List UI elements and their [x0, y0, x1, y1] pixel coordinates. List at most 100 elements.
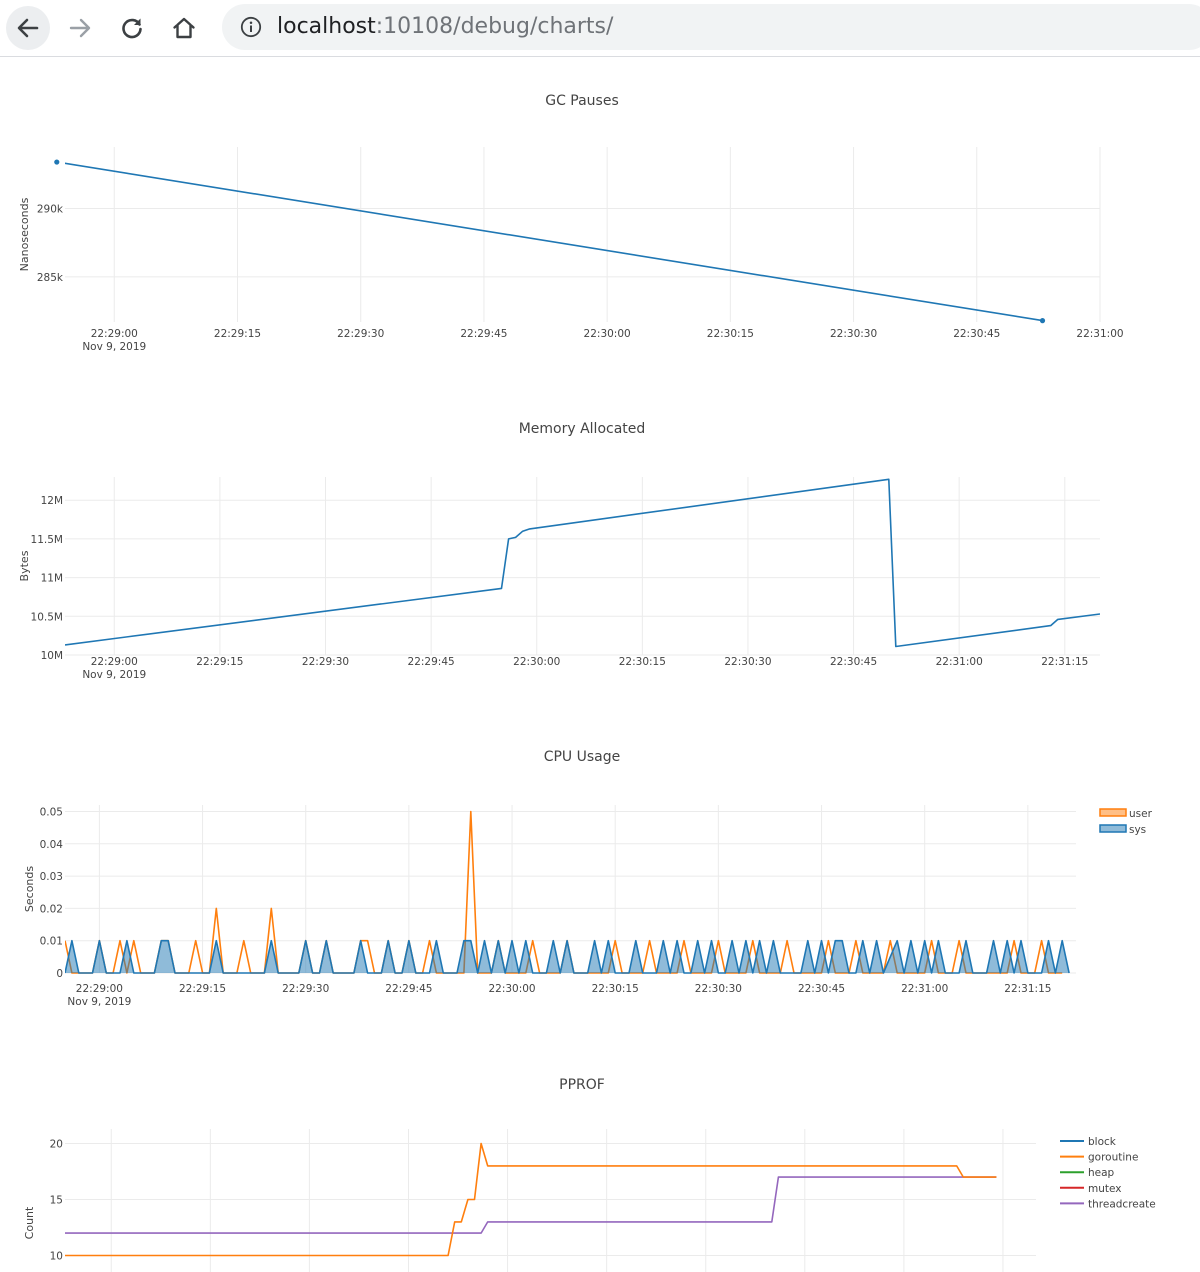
legend-label: sys: [1129, 824, 1146, 836]
x-tick-label: 22:31:00: [901, 983, 948, 995]
y-axis-title: Nanoseconds: [18, 197, 31, 271]
series-group: [65, 478, 1100, 648]
y-tick-label: 0.03: [40, 871, 63, 883]
legend-label: block: [1088, 1136, 1117, 1148]
x-tick-label: 22:31:15: [1041, 656, 1088, 668]
data-point: [1039, 318, 1046, 324]
charts-canvas: GC Pauses 22:29:00 22:29:15 22:29:30 22:29:4…: [18, 93, 1156, 1272]
chart-title: CPU Usage: [544, 749, 621, 765]
legend-item-mutex[interactable]: mutex: [1060, 1183, 1122, 1195]
y-tick-label: 0: [56, 968, 63, 980]
y-tick-label: 290k: [37, 204, 64, 216]
address-bar[interactable]: localhost:10108/debug/charts/: [222, 4, 1200, 50]
x-tick-label: 22:30:00: [584, 328, 631, 340]
y-tick-label: 12M: [41, 495, 63, 507]
legend-item-sys[interactable]: sys: [1099, 824, 1146, 836]
x-date-label: Nov 9, 2019: [67, 996, 131, 1008]
x-tick-label: 22:31:00: [936, 656, 983, 668]
legend-swatch: [1099, 808, 1127, 817]
x-tick-label: 22:29:00: [76, 983, 123, 995]
x-tick-label: 22:29:30: [302, 656, 349, 668]
x-tick-label: 22:30:00: [488, 983, 535, 995]
x-tick-label: 22:29:15: [179, 983, 226, 995]
reload-icon: [122, 18, 142, 39]
x-tick-label: 22:29:15: [196, 656, 243, 668]
y-tick-label: 11M: [41, 573, 63, 585]
y-axis-title: Bytes: [18, 550, 31, 581]
x-tick-label: 22:30:30: [724, 656, 771, 668]
x-tick-label: 22:31:00: [1076, 328, 1123, 340]
x-tick-label: 22:29:45: [460, 328, 507, 340]
legend-item-block[interactable]: block: [1060, 1136, 1117, 1148]
legend-item-heap[interactable]: heap: [1060, 1167, 1115, 1179]
y-tick-label: 10: [50, 1250, 63, 1262]
arrow-left-icon: [17, 18, 39, 38]
legend-item-goroutine[interactable]: goroutine: [1060, 1152, 1138, 1164]
y-tick-label: 0.04: [40, 839, 64, 851]
x-tick-label: 22:30:15: [592, 983, 639, 995]
x-tick-label: 22:30:15: [707, 328, 754, 340]
series-group: [65, 810, 1070, 974]
y-axis-title: Count: [23, 1206, 36, 1239]
y-tick-label: 285k: [37, 272, 64, 284]
legend-swatch: [1099, 824, 1127, 833]
info-icon: [240, 16, 262, 38]
arrow-right-icon: [69, 18, 91, 38]
x-tick-label: 22:29:30: [337, 328, 384, 340]
browser-toolbar: localhost:10108/debug/charts/: [0, 0, 1200, 57]
series-threadcreate: [65, 1176, 997, 1234]
url-path: :10108/debug/charts/: [375, 14, 614, 39]
x-tick-label: 22:30:30: [695, 983, 742, 995]
chart-3: PPROF5101520Countblockgoroutineheapmutex…: [23, 1077, 1156, 1272]
legend-label: mutex: [1088, 1183, 1122, 1195]
x-tick-label: 22:29:30: [282, 983, 329, 995]
url-text: localhost:10108/debug/charts/: [277, 13, 613, 41]
y-axis-title: Seconds: [23, 866, 36, 912]
x-tick-label: 22:31:15: [1004, 983, 1051, 995]
legend-item-threadcreate[interactable]: threadcreate: [1060, 1198, 1156, 1210]
series-sys-area: [65, 940, 1070, 973]
x-tick-label: 22:30:00: [513, 656, 560, 668]
series-group: [65, 162, 1043, 322]
reload-button[interactable]: [110, 6, 154, 50]
x-tick-label: 22:30:45: [953, 328, 1000, 340]
chart-title: Memory Allocated: [519, 421, 646, 437]
back-button[interactable]: [6, 6, 50, 50]
x-tick-label: 22:29:45: [385, 983, 432, 995]
legend-label: heap: [1088, 1167, 1115, 1179]
chart-0: GC Pauses 22:29:00 22:29:15 22:29:30 22:29:4…: [18, 93, 1124, 353]
legend-label: goroutine: [1088, 1152, 1138, 1164]
chart-1: Memory Allocated 22:29:00 22:29:15 22:29:30…: [18, 421, 1100, 681]
y-tick-label: 10.5M: [31, 611, 63, 623]
x-tick-label: 22:30:30: [830, 328, 877, 340]
x-date-label: Nov 9, 2019: [82, 669, 146, 681]
series-sys: [65, 939, 1070, 974]
x-tick-label: 22:30:45: [798, 983, 845, 995]
y-tick-label: 20: [50, 1139, 63, 1151]
url-host: localhost: [277, 14, 376, 39]
x-tick-label: 22:29:45: [408, 656, 455, 668]
y-tick-label: 11.5M: [31, 534, 63, 546]
y-tick-label: 0.05: [40, 806, 63, 818]
series-group: [65, 1142, 997, 1257]
forward-button[interactable]: [58, 6, 102, 50]
y-tick-label: 0.01: [40, 936, 63, 948]
y-tick-label: 10M: [41, 650, 63, 662]
x-date-label: Nov 9, 2019: [82, 341, 146, 353]
home-icon: [173, 17, 195, 39]
series-line: [65, 162, 1043, 322]
home-button[interactable]: [162, 6, 206, 50]
charts-container: GC Pauses 22:29:00 22:29:15 22:29:30 22:29:4…: [0, 57, 1200, 1272]
y-tick-label: 15: [50, 1195, 63, 1207]
x-tick-label: 22:29:00: [91, 328, 138, 340]
chart-title: GC Pauses: [545, 93, 619, 109]
legend-label: threadcreate: [1088, 1198, 1156, 1210]
series-goroutine: [65, 1142, 997, 1257]
legend-item-user[interactable]: user: [1099, 808, 1153, 820]
chart-2: CPU Usage 22:29:00 22:29:15 22:29:30 22:29:4…: [23, 749, 1153, 1008]
legend-label: user: [1129, 808, 1153, 820]
x-tick-label: 22:29:15: [214, 328, 261, 340]
x-tick-label: 22:30:15: [619, 656, 666, 668]
y-tick-label: 0.02: [40, 903, 63, 915]
series-line: [65, 478, 1100, 648]
